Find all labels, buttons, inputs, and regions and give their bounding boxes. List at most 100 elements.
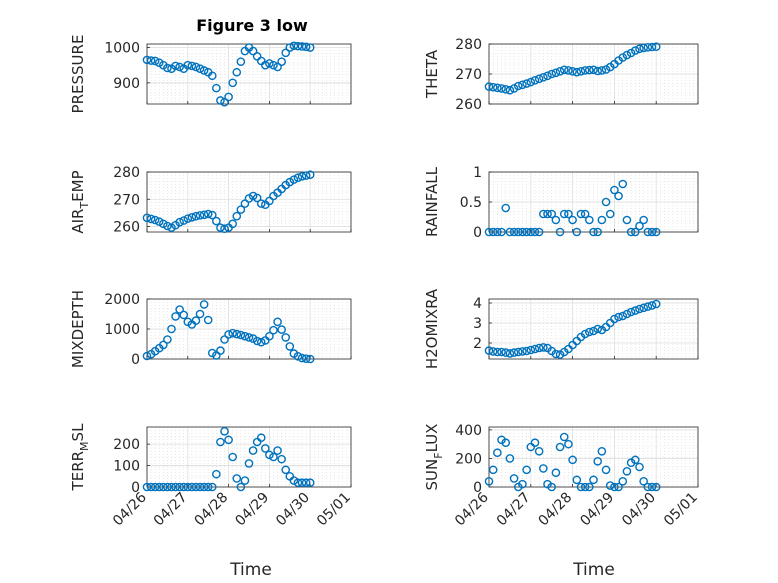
data-point (195, 211, 205, 220)
data-point (593, 324, 602, 334)
data-point (273, 62, 282, 72)
data-point (150, 215, 160, 225)
data-point (568, 455, 577, 465)
data-point (610, 185, 619, 195)
axes-box (146, 426, 352, 488)
data-point (146, 214, 156, 224)
data-point (572, 67, 582, 77)
data-point (265, 331, 274, 341)
y-tick-label: 280 (455, 37, 482, 53)
data-point (530, 76, 540, 85)
data-point (220, 97, 229, 107)
data-point (220, 224, 229, 234)
data-point (179, 482, 189, 492)
data-point (622, 50, 632, 60)
data-point (631, 227, 640, 237)
data-point (539, 464, 548, 473)
data-point (203, 482, 213, 492)
data-point (244, 333, 254, 342)
data-point (534, 227, 544, 237)
data-point (639, 476, 648, 486)
data-point (175, 482, 184, 492)
data-point (501, 438, 511, 448)
data-point (493, 347, 502, 357)
data-point (551, 68, 561, 78)
data-point (203, 209, 213, 219)
data-point (484, 346, 494, 355)
data-point (488, 347, 498, 356)
data-point (224, 92, 233, 102)
data-point (154, 482, 164, 492)
data-point (509, 474, 519, 483)
data-point (183, 482, 193, 492)
data-point (585, 215, 594, 225)
data-point (212, 469, 221, 479)
data-point (240, 331, 250, 341)
y-tick-label: 260 (455, 97, 482, 113)
data-point (651, 42, 661, 52)
data-point (501, 203, 511, 213)
x-tick-label: 04/28 (536, 490, 576, 530)
x-tick-label: 04/29 (577, 490, 617, 530)
data-point (618, 179, 628, 189)
data-point (626, 48, 636, 58)
data-point (643, 43, 653, 52)
data-point (513, 227, 523, 237)
data-point (568, 215, 577, 225)
data-point (647, 301, 657, 310)
data-point (305, 478, 315, 488)
data-point (199, 210, 209, 220)
data-point (216, 223, 225, 232)
data-point (505, 349, 515, 358)
y-tick-label: 0 (473, 225, 482, 241)
data-point (518, 80, 527, 90)
data-point (551, 468, 561, 478)
data-point (585, 482, 594, 492)
data-point (484, 82, 494, 91)
data-point (534, 446, 544, 456)
data-point (522, 227, 531, 237)
data-point (585, 65, 594, 75)
data-point (224, 330, 233, 339)
y-axis-label: SUNFLUX (423, 424, 445, 491)
data-point (256, 433, 266, 443)
data-point (150, 482, 160, 492)
data-point (277, 325, 286, 334)
data-point (580, 209, 590, 219)
data-point (269, 452, 278, 462)
data-point (167, 324, 176, 334)
data-point (187, 212, 197, 222)
data-point (163, 221, 172, 231)
data-point (639, 303, 648, 313)
data-point (497, 227, 506, 237)
axes-box (488, 298, 699, 360)
data-point (175, 305, 184, 314)
data-point (207, 482, 217, 492)
data-point (626, 307, 636, 317)
data-point (484, 476, 494, 486)
y-tick-label: 0 (131, 480, 140, 496)
y-axis-label: PRESSURE (69, 35, 87, 114)
data-point (236, 57, 246, 66)
y-tick-label: 270 (113, 192, 140, 208)
data-point (216, 346, 225, 355)
data-point (297, 478, 307, 488)
data-point (559, 432, 569, 442)
y-tick-label: 100 (113, 459, 140, 475)
data-point (488, 227, 498, 237)
y-axis-label: RAINFALL (423, 166, 441, 237)
data-point (159, 219, 168, 229)
data-point (236, 330, 246, 340)
data-point (195, 64, 205, 74)
panel-7: 0 100 200 04/26 04/27 04/28 04/29 04/30 05/01 TER… (69, 423, 354, 529)
data-point (228, 219, 237, 229)
data-point (195, 309, 205, 319)
data-point (183, 214, 193, 223)
data-point (277, 57, 286, 66)
y-tick-label: 260 (113, 220, 140, 236)
x-tick-label: 04/29 (232, 490, 272, 530)
panel-6: 2 3 4 H2OMIXRA (423, 288, 699, 369)
data-point (171, 482, 180, 492)
data-point (220, 335, 229, 344)
data-point (199, 66, 209, 75)
